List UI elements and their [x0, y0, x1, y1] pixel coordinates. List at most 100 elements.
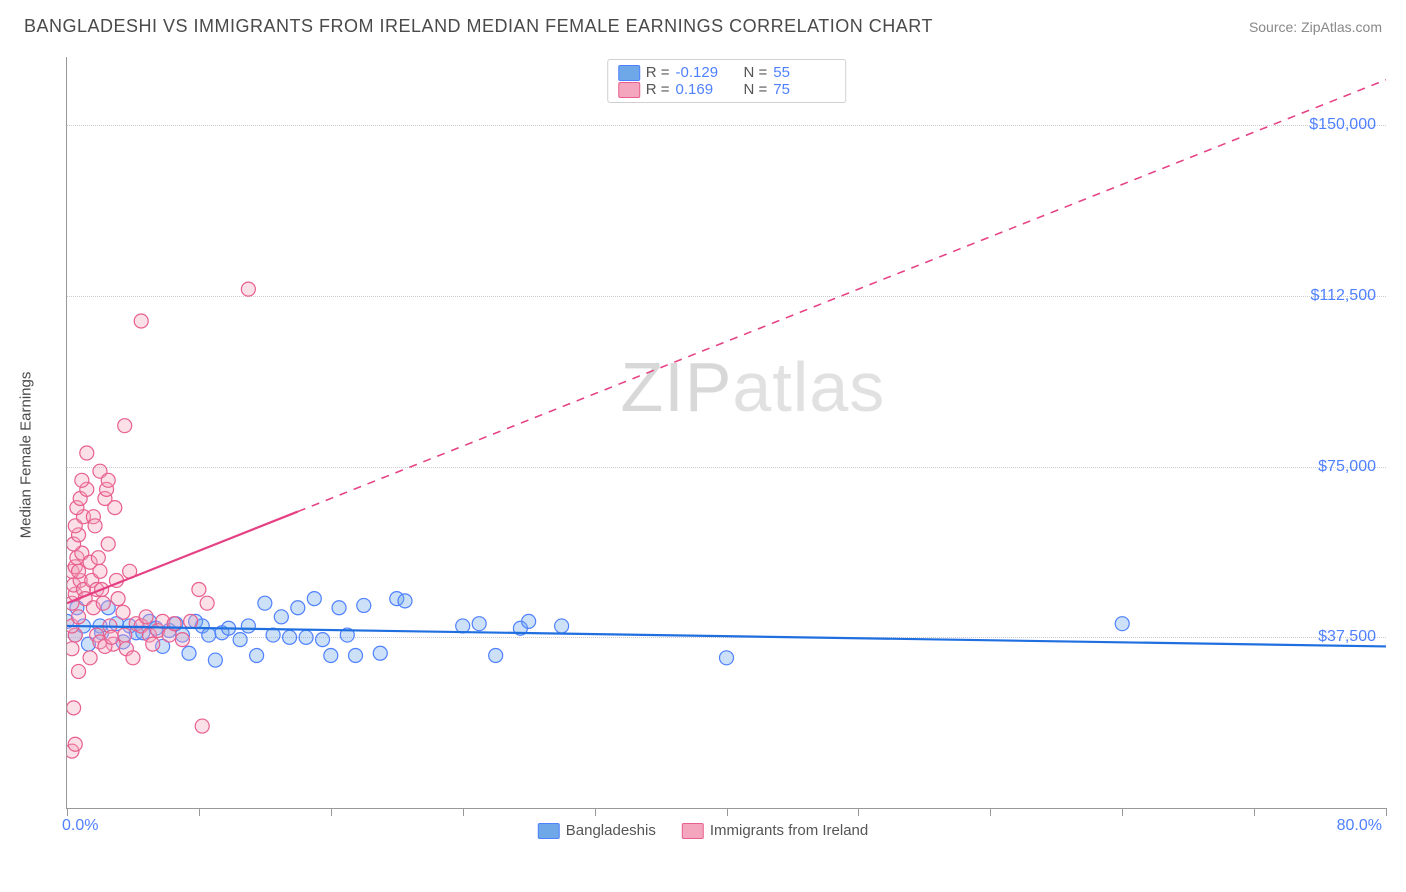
- r-value-1: 0.169: [676, 81, 738, 98]
- data-point: [101, 473, 115, 487]
- x-tick: [727, 808, 728, 816]
- data-point: [202, 628, 216, 642]
- x-tick: [595, 808, 596, 816]
- data-point: [324, 649, 338, 663]
- legend-row-series-1: R = 0.169 N = 75: [618, 81, 836, 98]
- chart-area: Median Female Earnings ZIPatlas R = -0.1…: [20, 45, 1386, 865]
- chart-title: BANGLADESHI VS IMMIGRANTS FROM IRELAND M…: [24, 16, 933, 37]
- data-point: [291, 601, 305, 615]
- n-label: N =: [744, 64, 768, 81]
- data-point: [299, 630, 313, 644]
- trend-line-dashed: [298, 80, 1386, 512]
- data-point: [349, 649, 363, 663]
- r-label: R =: [646, 64, 670, 81]
- data-point: [456, 619, 470, 633]
- x-tick: [990, 808, 991, 816]
- data-point: [316, 633, 330, 647]
- legend-item-bangladeshis: Bangladeshis: [538, 822, 656, 839]
- data-point: [283, 630, 297, 644]
- data-point: [373, 646, 387, 660]
- data-point: [200, 596, 214, 610]
- trend-line: [67, 626, 1386, 646]
- data-point: [357, 598, 371, 612]
- data-point: [472, 617, 486, 631]
- legend-label-bangladeshis: Bangladeshis: [566, 822, 656, 839]
- data-point: [307, 592, 321, 606]
- data-point: [116, 605, 130, 619]
- series-legend: Bangladeshis Immigrants from Ireland: [538, 822, 868, 839]
- data-point: [233, 633, 247, 647]
- swatch-series-0: [618, 65, 640, 81]
- n-label: N =: [744, 81, 768, 98]
- source-prefix: Source:: [1249, 19, 1301, 35]
- data-point: [175, 633, 189, 647]
- chart-svg: [67, 57, 1386, 808]
- data-point: [274, 610, 288, 624]
- x-tick: [858, 808, 859, 816]
- x-tick: [1122, 808, 1123, 816]
- data-point: [83, 651, 97, 665]
- x-tick: [1386, 808, 1387, 816]
- swatch-bangladeshis: [538, 823, 560, 839]
- y-axis-label: Median Female Earnings: [18, 372, 35, 539]
- data-point: [72, 564, 86, 578]
- x-tick: [463, 808, 464, 816]
- data-point: [398, 594, 412, 608]
- data-point: [108, 501, 122, 515]
- data-point: [195, 719, 209, 733]
- data-point: [75, 473, 89, 487]
- x-tick: [1254, 808, 1255, 816]
- source-label: Source: ZipAtlas.com: [1249, 19, 1382, 35]
- data-point: [68, 737, 82, 751]
- n-value-0: 55: [773, 64, 835, 81]
- data-point: [555, 619, 569, 633]
- data-point: [105, 630, 119, 644]
- data-point: [332, 601, 346, 615]
- header: BANGLADESHI VS IMMIGRANTS FROM IRELAND M…: [0, 0, 1406, 45]
- data-point: [139, 610, 153, 624]
- data-point: [93, 564, 107, 578]
- data-point: [67, 701, 81, 715]
- source-name: ZipAtlas.com: [1301, 19, 1382, 35]
- data-point: [184, 614, 198, 628]
- data-point: [88, 519, 102, 533]
- data-point: [72, 664, 86, 678]
- data-point: [192, 583, 206, 597]
- correlation-legend: R = -0.129 N = 55 R = 0.169 N = 75: [607, 59, 847, 103]
- r-label: R =: [646, 81, 670, 98]
- data-point: [96, 596, 110, 610]
- r-value-0: -0.129: [676, 64, 738, 81]
- x-tick-label-max: 80.0%: [1337, 817, 1382, 835]
- data-point: [146, 637, 160, 651]
- data-point: [118, 419, 132, 433]
- data-point: [522, 614, 536, 628]
- data-point: [80, 446, 94, 460]
- n-value-1: 75: [773, 81, 835, 98]
- data-point: [720, 651, 734, 665]
- data-point: [126, 651, 140, 665]
- data-point: [91, 551, 105, 565]
- x-tick: [331, 808, 332, 816]
- data-point: [67, 642, 79, 656]
- data-point: [241, 282, 255, 296]
- data-point: [208, 653, 222, 667]
- plot-region: ZIPatlas R = -0.129 N = 55 R = 0.169 N =…: [66, 57, 1386, 809]
- data-point: [250, 649, 264, 663]
- data-point: [489, 649, 503, 663]
- data-point: [182, 646, 196, 660]
- legend-row-series-0: R = -0.129 N = 55: [618, 64, 836, 81]
- data-point: [134, 314, 148, 328]
- x-tick: [199, 808, 200, 816]
- x-tick-label-min: 0.0%: [62, 817, 98, 835]
- data-point: [101, 537, 115, 551]
- data-point: [118, 628, 132, 642]
- legend-item-ireland: Immigrants from Ireland: [682, 822, 868, 839]
- data-point: [111, 592, 125, 606]
- legend-label-ireland: Immigrants from Ireland: [710, 822, 868, 839]
- swatch-ireland: [682, 823, 704, 839]
- x-tick: [67, 808, 68, 816]
- data-point: [258, 596, 272, 610]
- data-point: [241, 619, 255, 633]
- data-point: [1115, 617, 1129, 631]
- swatch-series-1: [618, 82, 640, 98]
